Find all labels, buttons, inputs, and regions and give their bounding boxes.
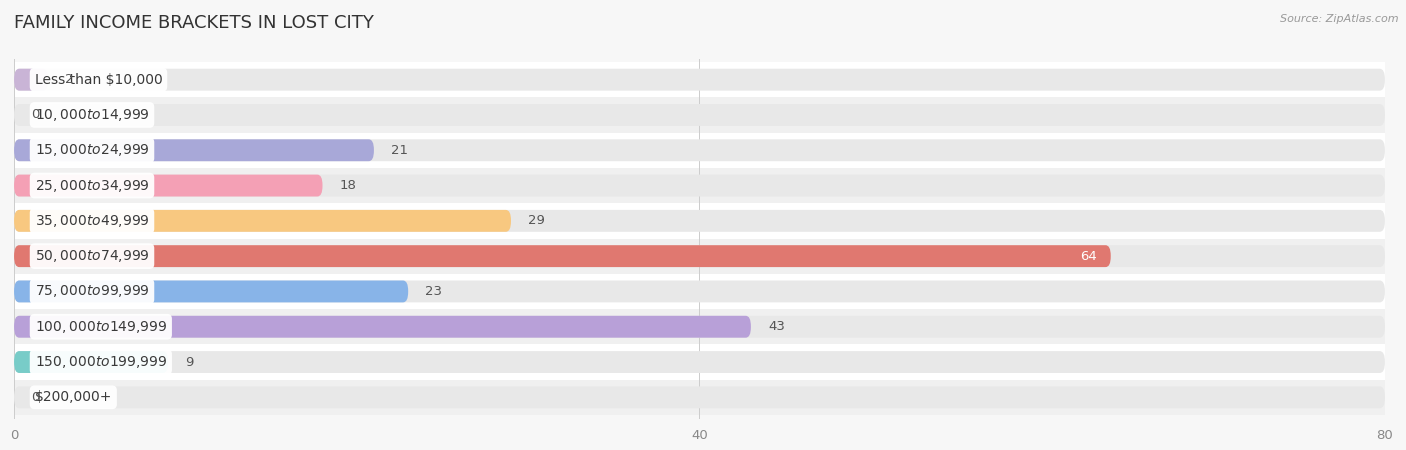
Text: 21: 21: [391, 144, 408, 157]
FancyBboxPatch shape: [14, 69, 48, 90]
Text: FAMILY INCOME BRACKETS IN LOST CITY: FAMILY INCOME BRACKETS IN LOST CITY: [14, 14, 374, 32]
Text: 64: 64: [1080, 250, 1097, 263]
FancyBboxPatch shape: [14, 97, 1385, 133]
Text: $25,000 to $34,999: $25,000 to $34,999: [35, 178, 149, 194]
FancyBboxPatch shape: [14, 245, 1385, 267]
FancyBboxPatch shape: [14, 280, 1385, 302]
FancyBboxPatch shape: [14, 274, 1385, 309]
Text: 2: 2: [66, 73, 75, 86]
FancyBboxPatch shape: [14, 175, 1385, 197]
FancyBboxPatch shape: [14, 309, 1385, 344]
Text: 29: 29: [529, 214, 546, 227]
FancyBboxPatch shape: [14, 238, 1385, 274]
FancyBboxPatch shape: [14, 380, 1385, 415]
FancyBboxPatch shape: [14, 280, 408, 302]
Text: Less than $10,000: Less than $10,000: [35, 73, 162, 87]
Text: 9: 9: [186, 356, 194, 369]
FancyBboxPatch shape: [14, 344, 1385, 380]
FancyBboxPatch shape: [14, 245, 1111, 267]
Text: Source: ZipAtlas.com: Source: ZipAtlas.com: [1281, 14, 1399, 23]
FancyBboxPatch shape: [14, 168, 1385, 203]
FancyBboxPatch shape: [14, 140, 1385, 161]
Text: 18: 18: [340, 179, 357, 192]
Text: $200,000+: $200,000+: [35, 390, 112, 404]
Text: $15,000 to $24,999: $15,000 to $24,999: [35, 142, 149, 158]
Text: $75,000 to $99,999: $75,000 to $99,999: [35, 284, 149, 299]
FancyBboxPatch shape: [14, 210, 510, 232]
FancyBboxPatch shape: [14, 69, 1385, 90]
Text: $100,000 to $149,999: $100,000 to $149,999: [35, 319, 167, 335]
FancyBboxPatch shape: [14, 351, 169, 373]
Text: $10,000 to $14,999: $10,000 to $14,999: [35, 107, 149, 123]
Text: 23: 23: [425, 285, 443, 298]
FancyBboxPatch shape: [14, 316, 1385, 338]
FancyBboxPatch shape: [14, 203, 1385, 238]
FancyBboxPatch shape: [14, 316, 751, 338]
FancyBboxPatch shape: [14, 140, 374, 161]
FancyBboxPatch shape: [14, 210, 1385, 232]
FancyBboxPatch shape: [14, 62, 1385, 97]
Text: $35,000 to $49,999: $35,000 to $49,999: [35, 213, 149, 229]
Text: $150,000 to $199,999: $150,000 to $199,999: [35, 354, 167, 370]
FancyBboxPatch shape: [14, 104, 1385, 126]
FancyBboxPatch shape: [14, 175, 322, 197]
Text: 0: 0: [31, 391, 39, 404]
FancyBboxPatch shape: [14, 387, 1385, 408]
FancyBboxPatch shape: [14, 351, 1385, 373]
Text: $50,000 to $74,999: $50,000 to $74,999: [35, 248, 149, 264]
Text: 43: 43: [768, 320, 785, 333]
Text: 0: 0: [31, 108, 39, 122]
FancyBboxPatch shape: [14, 133, 1385, 168]
